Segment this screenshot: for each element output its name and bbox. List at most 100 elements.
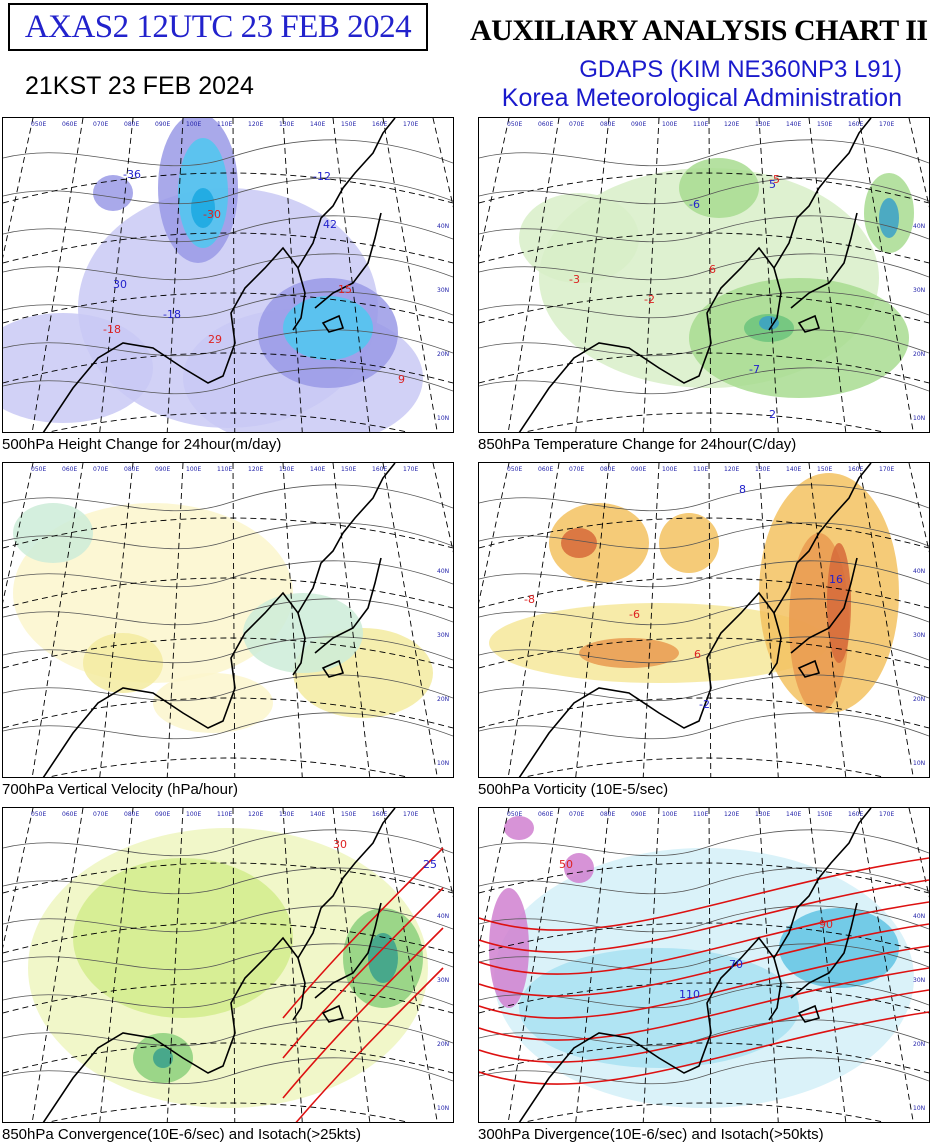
coastline xyxy=(518,808,872,1122)
latitude-line xyxy=(522,412,886,432)
longitude-label: 160E xyxy=(372,811,387,818)
longitude-label: 110E xyxy=(693,466,708,473)
longitude-line xyxy=(507,808,560,1122)
longitude-label: 080E xyxy=(124,811,139,818)
map-canvas: 050E 060E 070E 080E 090E 100E 110E 120E 130E 140E… xyxy=(479,118,929,432)
latitude-label: 40N xyxy=(437,223,449,230)
latitude-label: 10N xyxy=(437,415,449,422)
latitude-label: 40N xyxy=(913,913,925,920)
shaded-region xyxy=(549,503,649,583)
longitude-line xyxy=(99,463,134,777)
caption-height-change: 500hPa Height Change for 24hour(m/day) xyxy=(2,436,282,453)
contour-line xyxy=(3,139,453,167)
longitude-label: 160E xyxy=(848,811,863,818)
isotach-line xyxy=(282,847,444,1019)
longitude-label: 100E xyxy=(662,811,677,818)
longitude-line xyxy=(3,808,34,949)
contour-value-label: 6 xyxy=(694,648,701,661)
coastline xyxy=(42,463,396,777)
longitude-label: 120E xyxy=(724,811,739,818)
latitude-line xyxy=(3,1042,453,1074)
latitude-line xyxy=(479,922,929,954)
latitude-line xyxy=(46,757,410,777)
longitude-label: 070E xyxy=(569,811,584,818)
latitude-line xyxy=(479,172,929,204)
contour-value-label: 15 xyxy=(338,283,352,296)
longitude-label: 070E xyxy=(569,466,584,473)
contour-value-label: -30 xyxy=(203,208,221,221)
latitude-label: 30N xyxy=(913,632,925,639)
contour-value-label: 2 xyxy=(769,408,776,421)
longitude-label: 130E xyxy=(279,811,294,818)
contour-value-label: 70 xyxy=(729,958,743,971)
longitude-label: 090E xyxy=(631,466,646,473)
longitude-line xyxy=(575,118,610,432)
contour-line xyxy=(479,253,929,281)
contour-line xyxy=(3,905,453,933)
map-panel-height-change: 050E 060E 070E 080E 090E 100E 110E 120E 130E 140E… xyxy=(2,117,454,433)
longitude-label: 090E xyxy=(155,466,170,473)
longitude-label: 090E xyxy=(631,811,646,818)
longitude-label: 170E xyxy=(403,811,418,818)
longitude-line xyxy=(479,808,510,949)
contour-value-label: -2 xyxy=(699,698,710,711)
longitude-label: 120E xyxy=(248,466,263,473)
longitude-line xyxy=(3,463,34,604)
latitude-label: 40N xyxy=(913,568,925,575)
longitude-label: 070E xyxy=(93,811,108,818)
contour-line xyxy=(479,560,929,588)
coastline xyxy=(518,463,872,777)
map-panel-convergence: 050E 060E 070E 080E 090E 100E 110E 120E 130E 140E… xyxy=(2,807,454,1123)
latitude-line xyxy=(479,352,929,384)
longitude-line xyxy=(642,118,660,432)
latitude-line xyxy=(46,412,410,432)
contour-value-label: 9 xyxy=(398,373,405,386)
latitude-line xyxy=(479,1042,929,1074)
contour-line xyxy=(3,981,453,1009)
latitude-line xyxy=(3,292,453,324)
shaded-region xyxy=(504,816,534,840)
longitude-line xyxy=(808,808,847,1122)
longitude-label: 050E xyxy=(31,121,46,128)
coastline xyxy=(768,612,782,676)
longitude-label: 070E xyxy=(93,121,108,128)
longitude-label: 120E xyxy=(248,121,263,128)
map-panel-temperature-change: 050E 060E 070E 080E 090E 100E 110E 120E 130E 140E… xyxy=(478,117,930,433)
latitude-label: 30N xyxy=(913,287,925,294)
map-canvas: 050E 060E 070E 080E 090E 100E 110E 120E 130E 140E… xyxy=(3,118,453,432)
latitude-label: 20N xyxy=(913,1041,925,1048)
coastline xyxy=(42,808,396,1122)
contour-line xyxy=(479,636,929,664)
caption-divergence: 300hPa Divergence(10E-6/sec) and Isotach… xyxy=(478,1126,824,1143)
longitude-label: 100E xyxy=(186,466,201,473)
longitude-label: 170E xyxy=(403,121,418,128)
shaded-region xyxy=(73,858,293,1018)
contour-line xyxy=(3,253,453,281)
coastline xyxy=(42,118,396,432)
longitude-label: 130E xyxy=(755,811,770,818)
longitude-line xyxy=(432,118,453,208)
longitude-line xyxy=(908,808,929,898)
latitude-line xyxy=(479,637,929,669)
latitude-label: 40N xyxy=(913,223,925,230)
shaded-region xyxy=(519,193,639,283)
longitude-label: 100E xyxy=(186,811,201,818)
longitude-line xyxy=(507,118,560,432)
latitude-line xyxy=(3,982,453,1014)
contour-value-label: 50 xyxy=(559,858,573,871)
longitude-line xyxy=(332,808,371,1122)
contour-line xyxy=(3,943,453,971)
longitude-line xyxy=(479,118,510,259)
contour-line xyxy=(3,367,453,395)
contour-line xyxy=(3,522,453,550)
longitude-label: 090E xyxy=(155,121,170,128)
longitude-line xyxy=(479,463,510,604)
latitude-line xyxy=(479,232,929,264)
longitude-label: 110E xyxy=(217,466,232,473)
longitude-line xyxy=(808,463,847,777)
latitude-line xyxy=(479,517,929,549)
contour-line xyxy=(3,484,453,512)
contour-value-label: -6 xyxy=(629,608,640,621)
latitude-line xyxy=(3,232,453,264)
shaded-region xyxy=(779,908,899,988)
